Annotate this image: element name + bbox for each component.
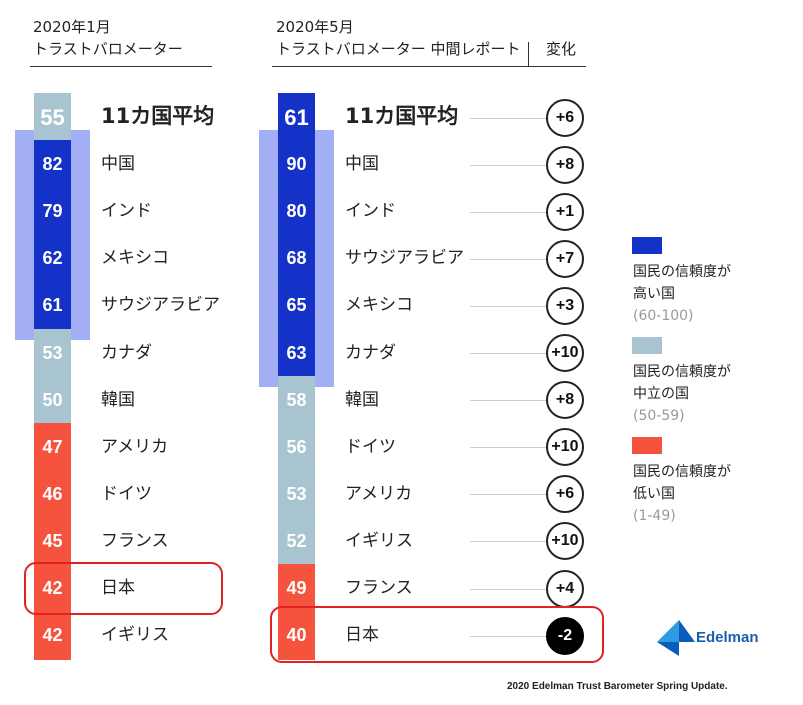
may-country-label: 11カ国平均 [345,104,459,128]
may-value-cell: 53 [278,469,315,519]
change-circle: +1 [546,192,584,231]
change-leader-line [470,494,580,496]
legend-swatch-high [632,237,662,254]
change-circle: +3 [546,286,584,325]
change-circle: +10 [546,428,584,467]
january-value-cell: 46 [34,469,71,519]
january-country-label: 日本 [101,578,135,598]
change-leader-line [470,635,580,637]
january-header-rule [30,66,212,67]
may-value-cell: 58 [278,375,315,425]
may-country-label: ドイツ [345,436,396,457]
january-value-cell: 62 [34,234,71,284]
may-country-label: 韓国 [345,389,379,410]
may-header-rule [272,66,586,67]
change-circle: +8 [546,145,584,184]
source-note: 2020 Edelman Trust Barometer Spring Upda… [507,681,728,692]
may-value-cell: 52 [278,516,315,566]
may-value-cell: 65 [278,281,315,331]
may-highlight-box [270,606,604,664]
may-value-cell: 61 [278,93,315,142]
change-header: 変化 [546,40,577,58]
change-circle: +6 [546,475,584,514]
january-value-cell: 79 [34,187,71,237]
change-circle: +10 [546,522,584,561]
legend-range: (50-59) [633,408,685,424]
change-circle: +4 [546,569,584,608]
change-leader-line [470,164,580,166]
january-country-label: 中国 [101,154,135,175]
may-country-label: 中国 [345,154,379,175]
january-country-label: サウジアラビア [101,295,220,316]
may-country-label: メキシコ [345,295,413,316]
legend-line2: 中立の国 [633,386,689,402]
change-leader-line [470,588,580,590]
january-value-cell: 82 [34,140,71,190]
change-circle: +6 [546,98,584,137]
legend-swatch-low [632,437,662,454]
change-leader-line [470,117,580,119]
may-value-cell: 80 [278,187,315,237]
may-header-line1: 2020年5月 [276,18,354,36]
january-country-label: フランス [101,530,169,551]
may-value-cell: 40 [278,611,315,661]
change-circle: -2 [546,616,584,655]
change-leader-line [470,541,580,543]
change-leader-line [470,258,580,260]
change-circle: +8 [546,381,584,420]
edelman-logo-text: Edelman [696,629,759,646]
january-value-cell: 47 [34,422,71,472]
january-country-label: インド [101,201,152,222]
january-country-label: メキシコ [101,248,169,269]
january-value-cell: 50 [34,375,71,425]
january-country-label: アメリカ [101,436,169,457]
may-header-line2: トラストバロメーター 中間レポート [276,40,521,58]
may-country-label: イギリス [345,530,413,551]
may-country-label: フランス [345,578,413,598]
may-country-label: インド [345,201,396,222]
legend-line1: 国民の信頼度が [633,264,731,280]
change-circle: +10 [546,334,584,372]
january-highlight-box [24,562,223,615]
change-circle: +7 [546,239,584,278]
legend-line1: 国民の信頼度が [633,364,731,380]
may-value-cell: 68 [278,234,315,284]
legend-swatch-neutral [632,337,662,354]
may-value-cell: 49 [278,564,315,613]
legend-line2: 低い国 [633,486,675,502]
legend-line2: 高い国 [633,286,675,302]
january-country-label: ドイツ [101,483,152,504]
january-country-label: カナダ [101,342,152,363]
may-country-label: カナダ [345,342,396,363]
january-value-cell: 42 [34,564,71,613]
may-country-label: アメリカ [345,483,413,504]
january-value-cell: 55 [34,93,71,142]
january-value-cell: 42 [34,611,71,661]
change-leader-line [470,305,580,307]
january-value-cell: 45 [34,516,71,566]
change-leader-line [470,447,580,449]
legend-range: (1-49) [633,508,676,524]
may-country-label: サウジアラビア [345,248,464,269]
january-country-label: イギリス [101,625,169,646]
january-value-cell: 53 [34,328,71,378]
may-value-cell: 56 [278,422,315,472]
january-value-cell: 61 [34,281,71,331]
change-header-divider [528,42,529,66]
may-value-cell: 63 [278,328,315,378]
edelman-logo-icon [657,620,695,656]
may-country-label: 日本 [345,625,379,646]
change-leader-line [470,353,580,354]
may-value-cell: 90 [278,140,315,190]
january-header-line2: トラストバロメーター [33,40,183,58]
january-country-label: 韓国 [101,389,135,410]
change-leader-line [470,211,580,213]
change-leader-line [470,400,580,402]
january-country-label: 11カ国平均 [101,104,215,128]
january-header-line1: 2020年1月 [33,18,111,36]
legend-range: (60-100) [633,308,694,324]
legend-line1: 国民の信頼度が [633,464,731,480]
